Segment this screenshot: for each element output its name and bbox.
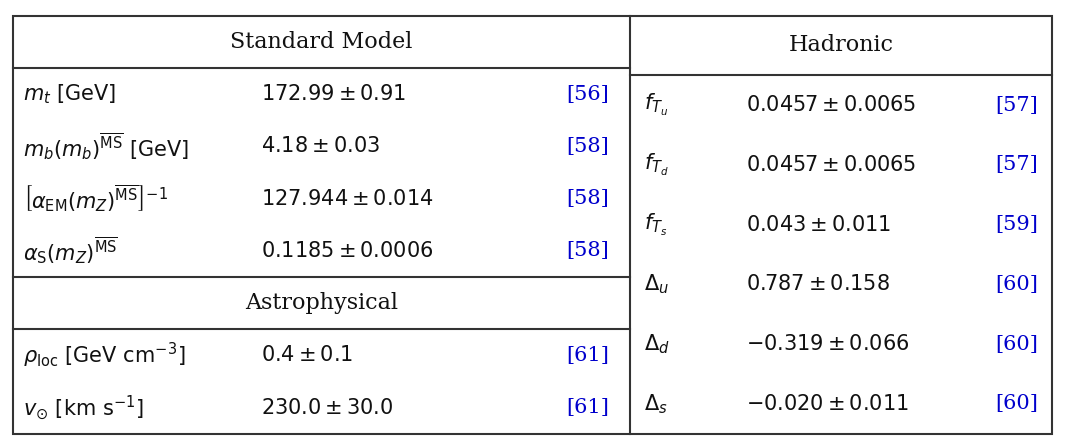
Text: $\Delta_u$: $\Delta_u$ — [644, 273, 670, 296]
Text: $f_{T_u}$: $f_{T_u}$ — [644, 92, 669, 118]
Text: $\alpha_{\mathrm{S}}(m_Z)^{\overline{\mathrm{MS}}}$: $\alpha_{\mathrm{S}}(m_Z)^{\overline{\ma… — [23, 235, 118, 266]
Text: $-0.020 \pm 0.011$: $-0.020 \pm 0.011$ — [746, 394, 908, 414]
Text: $4.18 \pm 0.03$: $4.18 \pm 0.03$ — [261, 136, 380, 156]
Text: $0.1185 \pm 0.0006$: $0.1185 \pm 0.0006$ — [261, 241, 433, 261]
Text: $230.0 \pm 30.0$: $230.0 \pm 30.0$ — [261, 398, 393, 418]
Text: $m_b(m_b)^{\overline{\mathrm{MS}}}\ [\mathrm{GeV}]$: $m_b(m_b)^{\overline{\mathrm{MS}}}\ [\ma… — [23, 131, 190, 162]
Text: [57]: [57] — [996, 155, 1038, 174]
Text: [61]: [61] — [567, 346, 609, 365]
Text: [58]: [58] — [567, 189, 609, 208]
Text: Standard Model: Standard Model — [230, 31, 413, 53]
Text: $127.944 \pm 0.014$: $127.944 \pm 0.014$ — [261, 189, 433, 209]
Text: $0.4 \pm 0.1$: $0.4 \pm 0.1$ — [261, 345, 353, 365]
Text: $0.787 \pm 0.158$: $0.787 \pm 0.158$ — [746, 275, 889, 295]
Text: $-0.319 \pm 0.066$: $-0.319 \pm 0.066$ — [746, 334, 908, 354]
Text: $172.99 \pm 0.91$: $172.99 \pm 0.91$ — [261, 84, 406, 104]
Text: $f_{T_d}$: $f_{T_d}$ — [644, 152, 669, 178]
Text: $f_{T_s}$: $f_{T_s}$ — [644, 212, 668, 238]
Text: $v_{\odot}\ [\mathrm{km\ s}^{-1}]$: $v_{\odot}\ [\mathrm{km\ s}^{-1}]$ — [23, 393, 145, 422]
Text: [60]: [60] — [996, 335, 1038, 354]
Text: $\Delta_s$: $\Delta_s$ — [644, 392, 668, 416]
Text: [59]: [59] — [996, 215, 1038, 234]
Text: $\rho_{\mathrm{loc}}\ [\mathrm{GeV\ cm}^{-3}]$: $\rho_{\mathrm{loc}}\ [\mathrm{GeV\ cm}^… — [23, 341, 186, 370]
Text: $\left[\alpha_{\mathrm{EM}}(m_Z)^{\overline{\mathrm{MS}}}\right]^{-1}$: $\left[\alpha_{\mathrm{EM}}(m_Z)^{\overl… — [23, 183, 168, 214]
Text: $0.0457 \pm 0.0065$: $0.0457 \pm 0.0065$ — [746, 95, 916, 115]
Text: $0.0457 \pm 0.0065$: $0.0457 \pm 0.0065$ — [746, 155, 916, 175]
Text: [57]: [57] — [996, 96, 1038, 115]
Text: [61]: [61] — [567, 398, 609, 417]
Text: Astrophysical: Astrophysical — [245, 292, 398, 314]
Text: $0.043 \pm 0.011$: $0.043 \pm 0.011$ — [746, 215, 890, 235]
Text: [56]: [56] — [567, 85, 609, 104]
Text: $\Delta_d$: $\Delta_d$ — [644, 332, 670, 356]
Text: $m_t\ [\mathrm{GeV}]$: $m_t\ [\mathrm{GeV}]$ — [23, 82, 117, 106]
Text: [58]: [58] — [567, 241, 609, 260]
Text: Hadronic: Hadronic — [789, 34, 894, 57]
Text: [60]: [60] — [996, 275, 1038, 294]
Text: [58]: [58] — [567, 137, 609, 156]
Text: [60]: [60] — [996, 395, 1038, 413]
